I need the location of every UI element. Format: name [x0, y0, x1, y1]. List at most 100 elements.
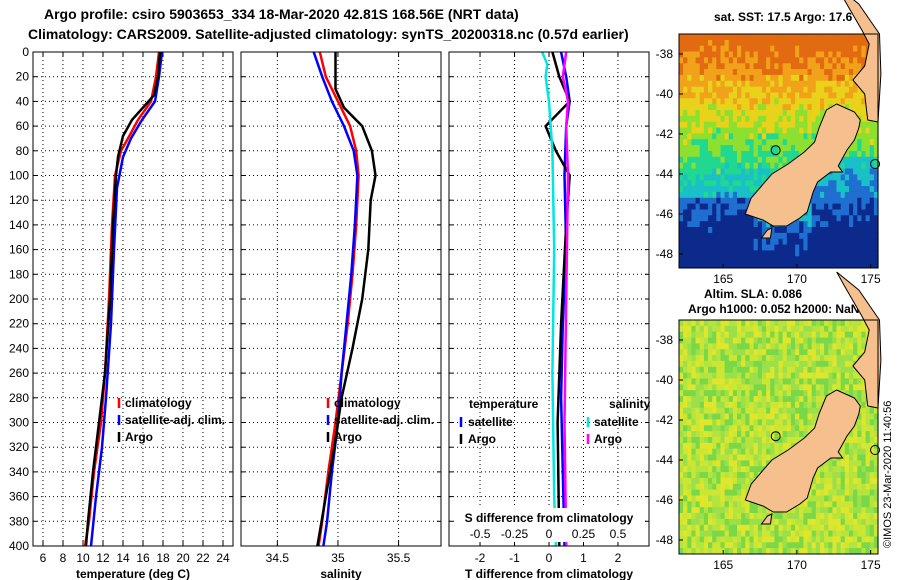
map-cell [737, 180, 742, 187]
map-cell [741, 390, 746, 397]
map-cell [757, 51, 763, 58]
map-cell [745, 80, 750, 88]
map-cell [703, 104, 709, 111]
map-cell [869, 425, 875, 432]
map-cell [741, 513, 746, 520]
legend-label: climatology [125, 396, 192, 410]
map-cell [844, 86, 850, 94]
map-cell [749, 518, 755, 526]
map-cell [873, 507, 879, 514]
map-cell [782, 74, 788, 82]
map-cell [836, 483, 842, 491]
map-cell [861, 518, 867, 526]
map-cell [712, 92, 717, 99]
map-cell [683, 232, 688, 240]
map-cell [861, 413, 867, 420]
map-cell [873, 180, 879, 187]
map-cell [699, 384, 705, 391]
map-cell [753, 86, 759, 94]
map-cell [679, 518, 684, 526]
map-cell [803, 536, 809, 543]
map-cell [753, 162, 759, 170]
map-cell [857, 536, 862, 543]
map-cell [782, 69, 788, 76]
map-cell [679, 92, 684, 99]
map-cell [861, 384, 867, 391]
map-cell [807, 413, 813, 420]
map-cell [799, 115, 804, 123]
map-cell [824, 74, 829, 82]
map-cell [683, 320, 688, 327]
map-cell [737, 378, 742, 385]
map-cell [753, 530, 759, 537]
map-cell [782, 331, 788, 339]
map-cell [824, 92, 829, 99]
map-cell [745, 238, 750, 246]
map-cell [770, 331, 775, 339]
map-cell [766, 256, 771, 263]
map-cell [857, 518, 862, 526]
map-cell [861, 530, 867, 537]
y-tick-label: 260 [9, 366, 29, 380]
map-cell [832, 548, 838, 555]
map-cell [745, 349, 750, 356]
map-cell [795, 74, 800, 82]
map-cell [795, 507, 800, 514]
map-cell [840, 168, 846, 175]
map-cell [716, 437, 721, 444]
map-cell [861, 34, 867, 41]
map-cell [691, 413, 697, 420]
map-cell [824, 34, 829, 41]
map-cell [683, 390, 688, 397]
map-cell [778, 366, 784, 374]
map-cell [724, 437, 730, 444]
map-cell [691, 197, 697, 205]
map-cell [757, 518, 763, 526]
map-cell [749, 145, 755, 152]
map-cell [757, 542, 763, 549]
map-cell [724, 536, 730, 543]
map-cell [820, 262, 825, 269]
map-cell [703, 221, 709, 228]
map-cell [732, 215, 738, 222]
map-cell [807, 227, 813, 234]
map-cell [757, 168, 763, 175]
map-cell [720, 355, 726, 362]
map-cell [749, 232, 755, 240]
map-cell [849, 530, 854, 537]
map-cell [703, 384, 709, 391]
map-cell [832, 524, 838, 532]
map-cell [782, 513, 788, 520]
map-cell [799, 262, 804, 269]
map-cell [766, 442, 771, 450]
map-cell [749, 542, 755, 549]
map-cell [708, 518, 713, 526]
map-cell [815, 104, 821, 111]
map-cell [708, 98, 713, 105]
map-cell [737, 98, 742, 105]
map-cell [679, 431, 684, 438]
x-tick-label: 0 [546, 551, 553, 565]
map-cell [724, 513, 730, 520]
map-cell [861, 92, 867, 99]
map-cell [753, 121, 759, 129]
map-cell [728, 489, 734, 496]
map-cell [737, 86, 742, 94]
map-cell [716, 191, 721, 199]
map-cell [795, 425, 800, 432]
map-cell [761, 442, 767, 450]
map-cell [699, 401, 705, 409]
map-cell [849, 372, 854, 379]
map-cell [799, 45, 804, 53]
map-cell [741, 98, 746, 105]
map-cell [753, 145, 759, 152]
map-cell [861, 460, 867, 467]
map-cell [774, 378, 780, 385]
map-cell [679, 145, 684, 152]
map-cell [832, 250, 838, 257]
map-cell [778, 45, 784, 53]
map-cell [865, 472, 871, 479]
map-cell [778, 372, 784, 379]
map-cell [720, 448, 726, 456]
map-cell [687, 530, 692, 537]
